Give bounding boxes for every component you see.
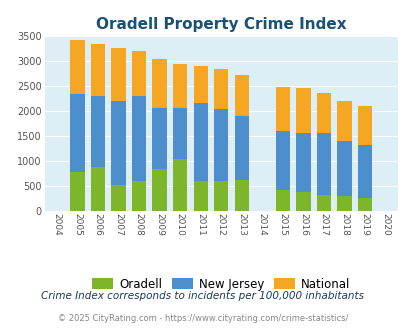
Bar: [70, 40, 85, 211]
Bar: [296, 134, 310, 211]
Bar: [91, 167, 105, 211]
Bar: [337, 196, 351, 211]
Bar: [234, 75, 248, 211]
Bar: [132, 96, 146, 211]
Bar: [275, 131, 289, 211]
Bar: [337, 101, 351, 211]
Bar: [193, 103, 207, 211]
Bar: [193, 181, 207, 211]
Bar: [316, 134, 330, 211]
Bar: [70, 173, 85, 211]
Bar: [111, 185, 126, 211]
Bar: [213, 181, 228, 211]
Bar: [70, 94, 85, 211]
Bar: [111, 101, 126, 211]
Bar: [357, 146, 371, 211]
Title: Oradell Property Crime Index: Oradell Property Crime Index: [96, 17, 346, 32]
Bar: [91, 44, 105, 211]
Bar: [173, 108, 187, 211]
Bar: [316, 195, 330, 211]
Bar: [337, 141, 351, 211]
Bar: [316, 93, 330, 211]
Bar: [132, 50, 146, 211]
Bar: [152, 58, 166, 211]
Bar: [173, 64, 187, 211]
Bar: [234, 180, 248, 211]
Bar: [234, 116, 248, 211]
Bar: [111, 48, 126, 211]
Bar: [152, 169, 166, 211]
Bar: [296, 192, 310, 211]
Bar: [357, 106, 371, 211]
Text: © 2025 CityRating.com - https://www.cityrating.com/crime-statistics/: © 2025 CityRating.com - https://www.city…: [58, 314, 347, 323]
Bar: [91, 96, 105, 211]
Bar: [275, 87, 289, 211]
Text: Crime Index corresponds to incidents per 100,000 inhabitants: Crime Index corresponds to incidents per…: [41, 291, 364, 301]
Bar: [213, 109, 228, 211]
Legend: Oradell, New Jersey, National: Oradell, New Jersey, National: [87, 273, 354, 296]
Bar: [152, 108, 166, 211]
Bar: [132, 181, 146, 211]
Bar: [275, 190, 289, 211]
Bar: [173, 159, 187, 211]
Bar: [357, 198, 371, 211]
Bar: [296, 88, 310, 211]
Bar: [213, 69, 228, 211]
Bar: [193, 66, 207, 211]
